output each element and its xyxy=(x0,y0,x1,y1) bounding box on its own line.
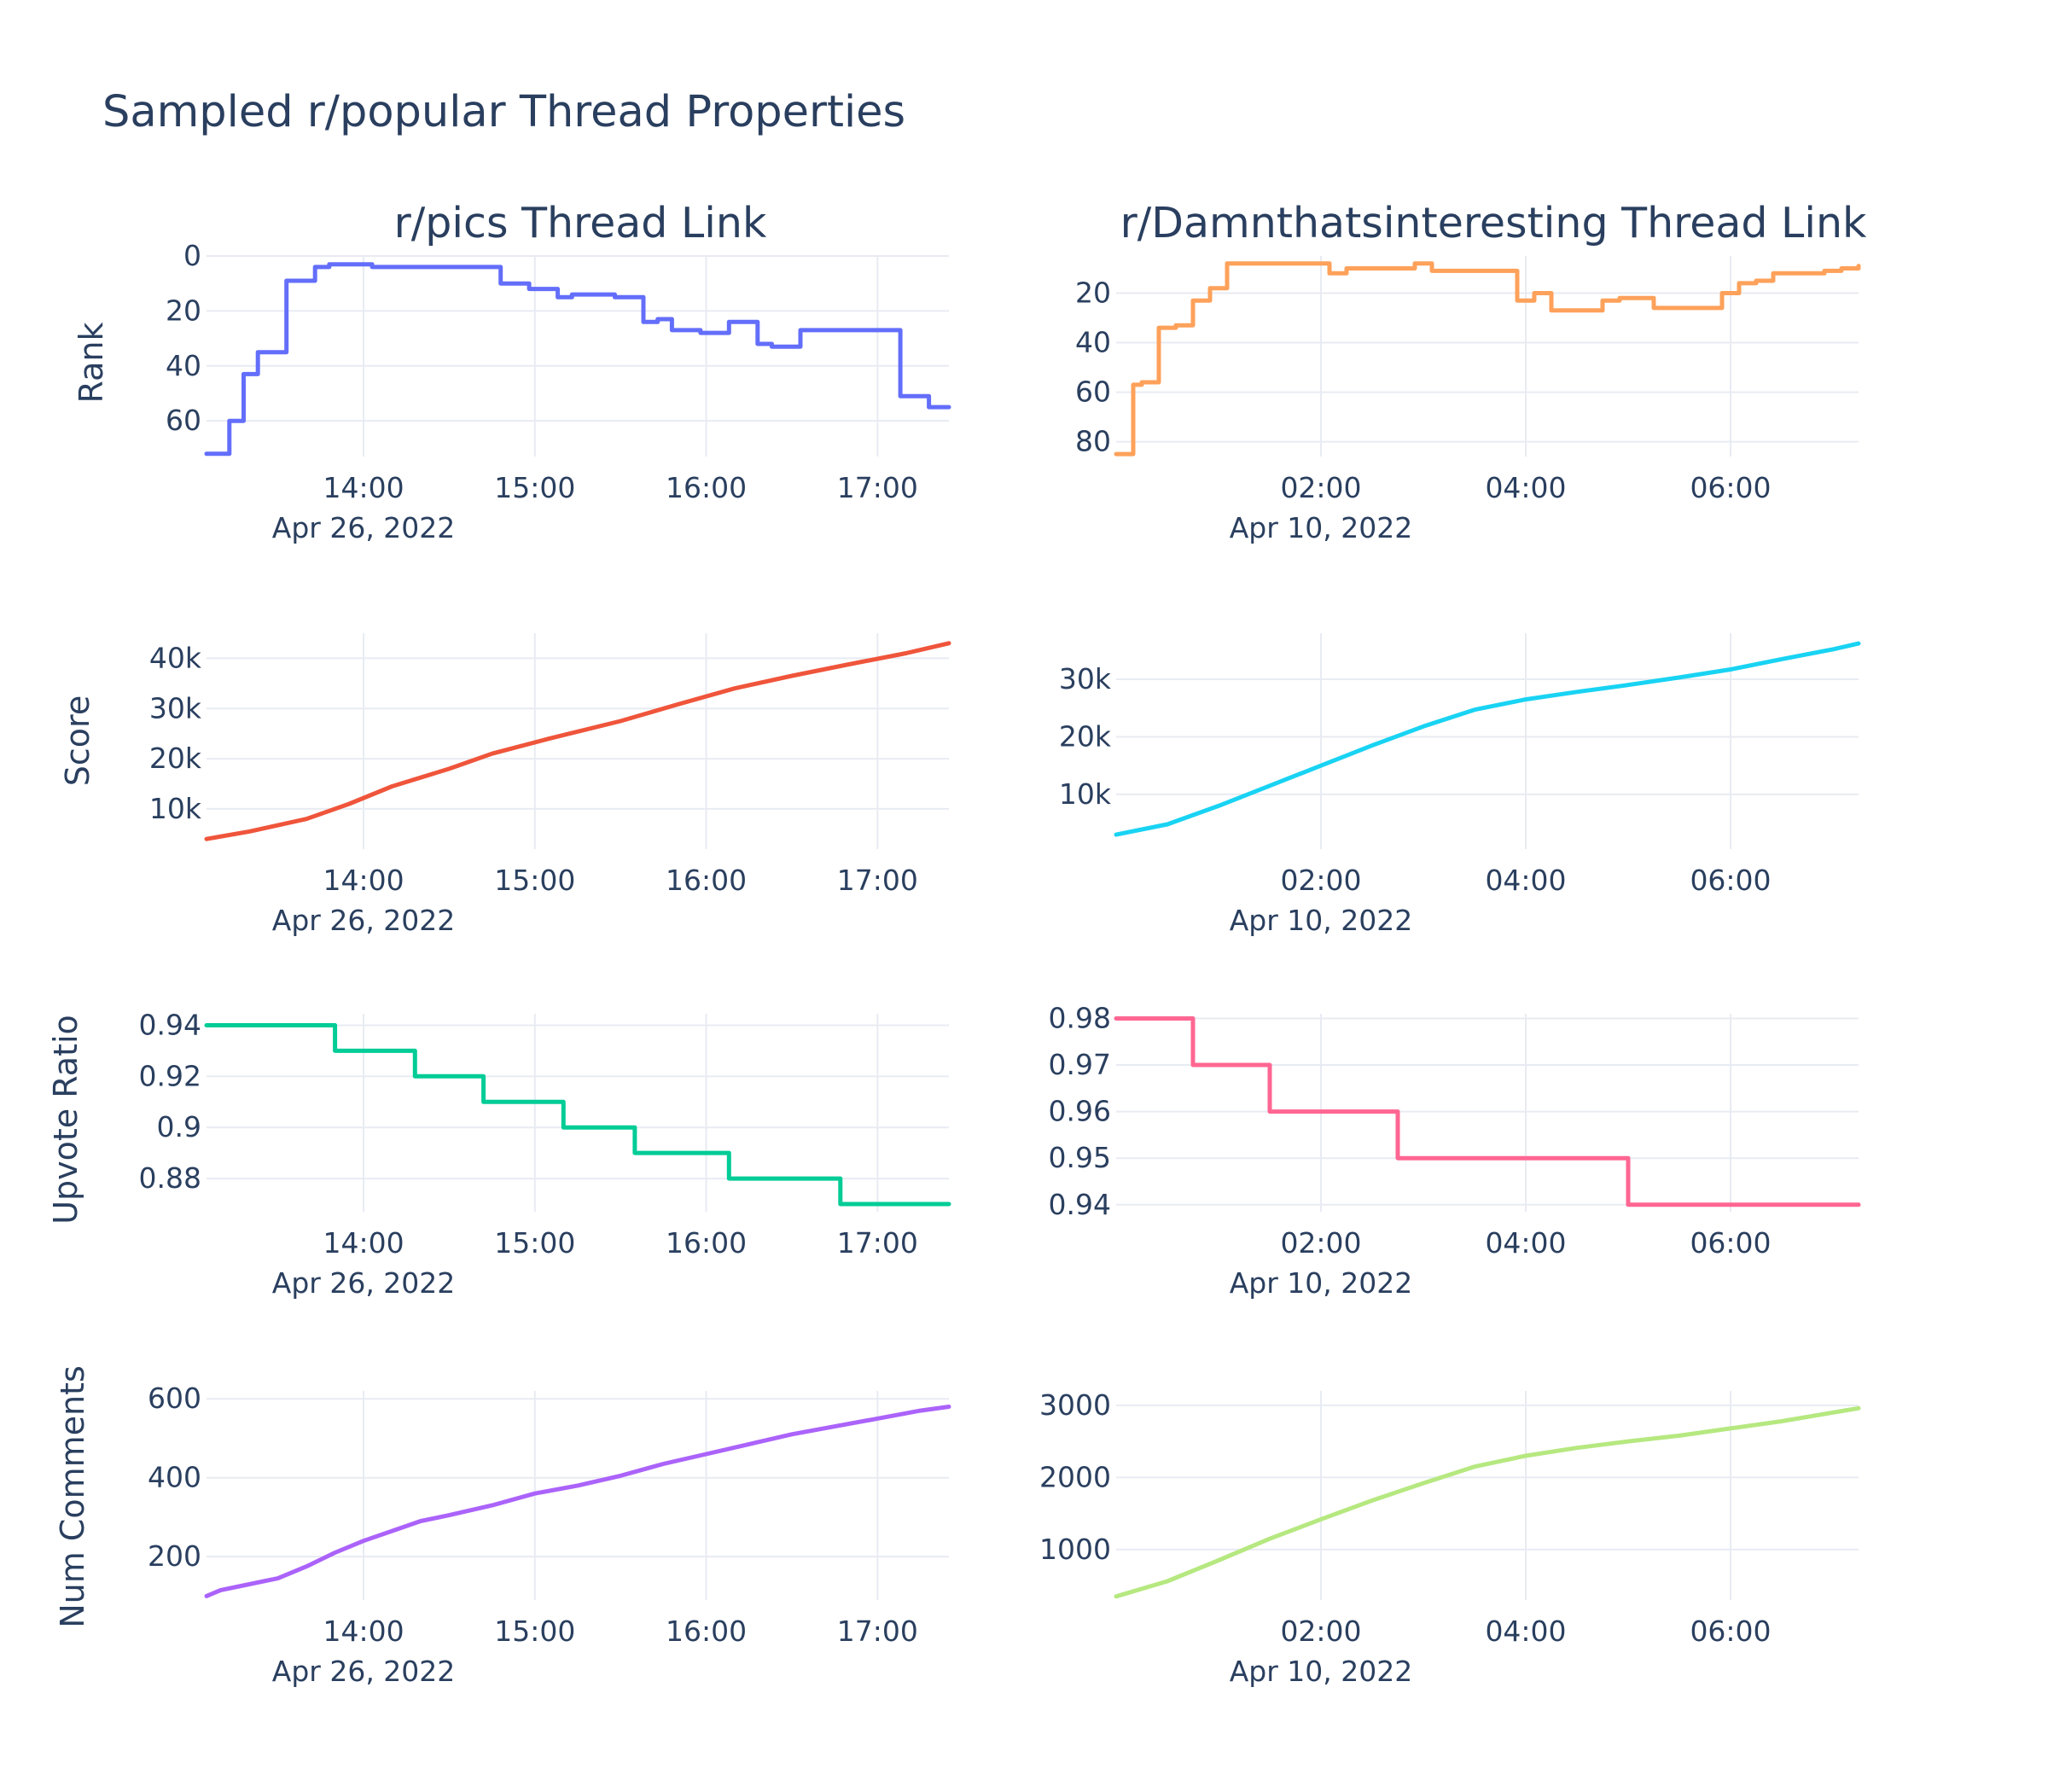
series-line-r1-c1 xyxy=(1114,641,1861,837)
series-line-upvote-ratio xyxy=(204,1023,951,1207)
x-date-label: Apr 26, 2022 xyxy=(272,904,456,937)
x-tick-label: 04:00 xyxy=(1485,864,1566,897)
x-tick-label: 17:00 xyxy=(837,1615,918,1648)
y-tick-label: 0.98 xyxy=(1049,1001,1111,1034)
panel-r0-c1: 02:00 04:00 06:00 Apr 10, 2022 20 40 60 80 xyxy=(1075,256,1861,544)
x-date-label: Apr 10, 2022 xyxy=(1230,1655,1413,1688)
y-tick-label: 0.92 xyxy=(139,1059,201,1092)
series-line-rank xyxy=(204,262,951,457)
y-tick-label: 30k xyxy=(149,691,202,724)
panel-r2-c0: 14:00 15:00 16:00 17:00 Apr 26, 2022 0.88 0.9 0… xyxy=(139,1008,951,1300)
y-tick-label: 20 xyxy=(166,294,201,327)
figure-title: Sampled r/popular Thread Properties xyxy=(102,87,905,137)
y-tick-label: 0.95 xyxy=(1049,1141,1111,1174)
x-tick-label: 17:00 xyxy=(837,864,918,897)
x-tick-label: 06:00 xyxy=(1690,471,1771,504)
y-tick-label: 20 xyxy=(1075,276,1111,310)
panel-r1-c1: 02:00 04:00 06:00 Apr 10, 2022 10k 20k 30k xyxy=(1059,633,1861,937)
x-tick-label: 15:00 xyxy=(494,471,575,504)
x-tick-label: 15:00 xyxy=(494,864,575,897)
x-tick-label: 17:00 xyxy=(837,471,918,504)
y-tick-label: 400 xyxy=(148,1461,201,1494)
x-tick-label: 14:00 xyxy=(323,1226,404,1260)
y-tick-label: 40k xyxy=(149,641,202,674)
y-tick-label: 600 xyxy=(148,1382,201,1415)
y-tick-label: 60 xyxy=(166,404,201,437)
x-tick-label: 06:00 xyxy=(1690,1226,1771,1260)
x-tick-label: 06:00 xyxy=(1690,864,1771,897)
row-label-rank: Rank xyxy=(73,323,110,404)
panel-r1-c0: 14:00 15:00 16:00 17:00 Apr 26, 2022 10k 20k 30… xyxy=(149,633,951,937)
series-line-r0-c1 xyxy=(1114,261,1861,457)
x-tick-label: 15:00 xyxy=(494,1615,575,1648)
y-tick-label: 200 xyxy=(148,1539,201,1573)
panel-r3-c1: 02:00 04:00 06:00 Apr 10, 2022 1000 2000 3000 xyxy=(1039,1388,1861,1688)
x-tick-label: 04:00 xyxy=(1485,471,1566,504)
y-tick-label: 30k xyxy=(1059,662,1112,695)
x-date-label: Apr 10, 2022 xyxy=(1230,904,1413,937)
row-label-upvote-ratio: Upvote Ratio xyxy=(47,1015,84,1225)
x-date-label: Apr 10, 2022 xyxy=(1230,511,1413,544)
y-tick-label: 0.9 xyxy=(157,1110,201,1143)
y-tick-label: 2000 xyxy=(1039,1460,1111,1493)
series-line-r3-c1 xyxy=(1114,1405,1861,1599)
row-label-score: Score xyxy=(59,695,96,786)
y-tick-label: 0.88 xyxy=(139,1161,201,1195)
series-line-num-comments xyxy=(204,1405,951,1598)
x-tick-label: 02:00 xyxy=(1280,471,1361,504)
series-line-score xyxy=(204,641,951,841)
x-date-label: Apr 26, 2022 xyxy=(272,511,456,544)
y-tick-label: 0.97 xyxy=(1049,1048,1111,1081)
x-tick-label: 14:00 xyxy=(323,471,404,504)
x-date-label: Apr 10, 2022 xyxy=(1230,1266,1413,1300)
x-tick-label: 14:00 xyxy=(323,1615,404,1648)
y-tick-label: 0.96 xyxy=(1049,1095,1111,1128)
y-tick-label: 20k xyxy=(1059,719,1112,753)
y-tick-label: 40 xyxy=(166,349,201,382)
x-date-label: Apr 26, 2022 xyxy=(272,1266,456,1300)
x-tick-label: 16:00 xyxy=(666,1615,747,1648)
y-tick-label: 10k xyxy=(149,792,202,825)
x-tick-label: 17:00 xyxy=(837,1226,918,1260)
x-tick-label: 06:00 xyxy=(1690,1615,1771,1648)
x-tick-label: 16:00 xyxy=(666,1226,747,1260)
y-tick-label: 0 xyxy=(183,239,201,272)
y-tick-label: 1000 xyxy=(1039,1533,1111,1566)
subplot-title-damnthatsinteresting: r/Damnthatsinteresting Thread Link xyxy=(1120,199,1867,247)
x-tick-label: 02:00 xyxy=(1280,1226,1361,1260)
y-tick-label: 0.94 xyxy=(139,1008,201,1041)
x-tick-label: 04:00 xyxy=(1485,1615,1566,1648)
subplot-title-pics: r/pics Thread Link xyxy=(394,199,767,247)
x-tick-label: 02:00 xyxy=(1280,1615,1361,1648)
y-tick-label: 20k xyxy=(149,742,202,775)
y-tick-label: 3000 xyxy=(1039,1388,1111,1422)
row-label-num-comments: Num Comments xyxy=(54,1365,91,1628)
y-tick-label: 0.94 xyxy=(1049,1188,1111,1221)
y-tick-label: 40 xyxy=(1075,326,1111,359)
x-tick-label: 02:00 xyxy=(1280,864,1361,897)
y-tick-label: 10k xyxy=(1059,777,1112,811)
x-tick-label: 16:00 xyxy=(666,864,747,897)
panel-r2-c1: 02:00 04:00 06:00 Apr 10, 2022 0.94 0.95 0.96 0… xyxy=(1049,1001,1861,1300)
y-tick-label: 60 xyxy=(1075,375,1111,409)
x-date-label: Apr 26, 2022 xyxy=(272,1655,456,1688)
y-tick-label: 80 xyxy=(1075,425,1111,458)
x-tick-label: 15:00 xyxy=(494,1226,575,1260)
panel-r0-c0: 14:00 15:00 16:00 17:00 Apr 26, 2022 0 20 40 60 xyxy=(166,239,951,544)
x-tick-label: 16:00 xyxy=(666,471,747,504)
panel-r3-c0: 14:00 15:00 16:00 17:00 Apr 26, 2022 200 400 60… xyxy=(148,1382,951,1688)
x-tick-label: 04:00 xyxy=(1485,1226,1566,1260)
series-line-r2-c1 xyxy=(1114,1016,1861,1207)
x-tick-label: 14:00 xyxy=(323,864,404,897)
